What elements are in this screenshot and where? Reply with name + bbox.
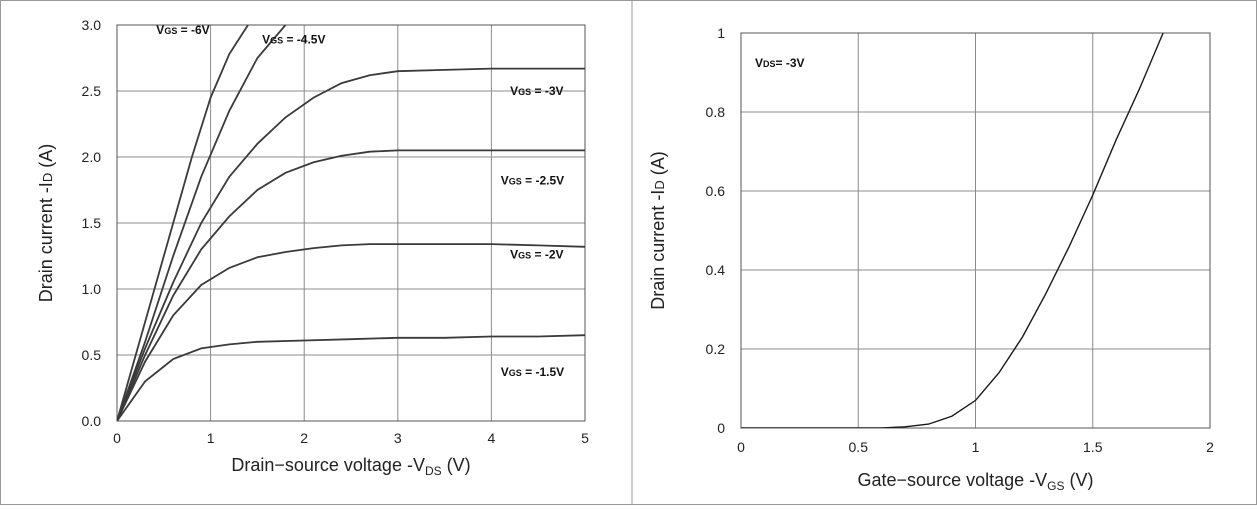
y-tick-label: 1.0: [82, 281, 102, 297]
y-tick-label: 1.5: [82, 215, 102, 231]
plot-area-border: [116, 24, 586, 422]
y-axis-title: Drain current -ID (A): [36, 144, 56, 302]
series-line: [117, 334, 585, 421]
y-tick-label: 0.4: [706, 262, 726, 278]
x-tick-label: 0: [737, 439, 745, 455]
series-line: [117, 243, 585, 421]
series-line: [117, 67, 585, 421]
x-tick-label: 1.5: [1083, 439, 1103, 455]
plot-area-border: [740, 32, 1211, 429]
x-tick-label: 0.5: [849, 439, 869, 455]
y-tick-label: 0.0: [82, 413, 102, 429]
x-tick-label: 2: [300, 430, 308, 446]
y-tick-label: 2.0: [82, 149, 102, 165]
series-label: VGS = -1.5V: [501, 365, 564, 379]
y-tick-label: 2.5: [82, 83, 102, 99]
y-tick-label: 0.2: [706, 341, 726, 357]
x-axis-title: Drain−source voltage -VDS (V): [231, 455, 470, 478]
x-tick-label: 3: [394, 430, 402, 446]
y-tick-label: 3.0: [82, 17, 102, 33]
chart-annotation: VDS= -3V: [755, 56, 805, 70]
series-label: VGS = -2V: [510, 248, 563, 262]
x-tick-label: 5: [581, 430, 589, 446]
y-tick-label: 0.8: [706, 104, 726, 120]
x-tick-label: 2: [1206, 439, 1214, 455]
series-label: VGS = -4.5V: [262, 32, 325, 46]
y-tick-label: 0.5: [82, 347, 102, 363]
x-tick-label: 1: [207, 430, 215, 446]
x-axis-title: Gate−source voltage -VGS (V): [858, 470, 1094, 493]
x-tick-label: 1: [972, 439, 980, 455]
series-line: [117, 25, 249, 421]
output-characteristics-chart: 0 1 2 3 4 5 0.0 0.5 1.0 1.5 2.0 2.5 3.0 Drain−source …: [36, 17, 589, 478]
x-tick-label: 4: [488, 430, 496, 446]
series-label: VGS = -2.5V: [501, 174, 564, 188]
series-line: [117, 25, 287, 421]
y-axis-title: Drain current -ID (A): [648, 151, 668, 309]
series-line: [117, 149, 585, 421]
x-tick-label: 0: [113, 430, 121, 446]
series-label: VGS = -3V: [510, 84, 563, 98]
transfer-characteristics-chart: 0 0.5 1 1.5 2 0 0.2 0.4 0.6 0.8 1 Gate−source volta…: [648, 25, 1214, 493]
y-tick-label: 0.6: [706, 183, 726, 199]
y-tick-label: 0: [717, 420, 725, 436]
series-label: VGS = -6V: [156, 23, 209, 37]
y-tick-label: 1: [717, 25, 725, 41]
series-line: [741, 33, 1164, 428]
